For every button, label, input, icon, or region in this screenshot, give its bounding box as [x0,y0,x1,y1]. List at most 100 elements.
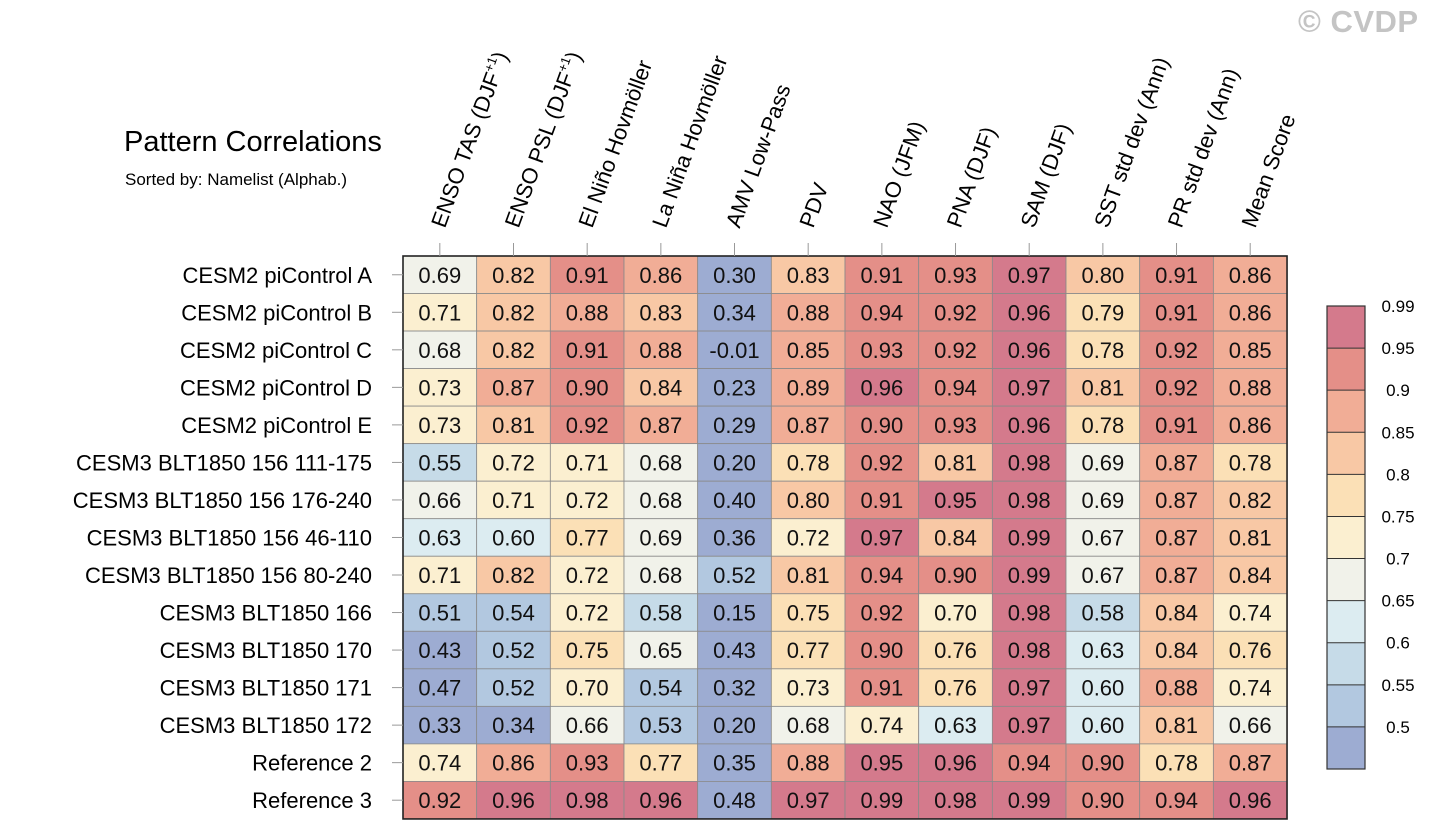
heatmap-cell [991,518,1067,557]
cell-value-label: 0.30 [713,263,756,288]
cell-value-label: 0.33 [418,713,461,738]
cell-value-label: 0.60 [492,525,535,550]
row-label: Reference 3 [252,788,372,813]
cell-value-label: 0.97 [1008,263,1051,288]
cell-value-label: 0.96 [860,375,903,400]
cell-value-label: 0.72 [787,525,830,550]
cell-value-label: 0.81 [1155,713,1198,738]
cell-value-label: 0.86 [1229,300,1272,325]
cell-value-label: 0.72 [566,563,609,588]
heatmap-cell [697,705,772,745]
heatmap-cell [1065,480,1141,520]
colorbar-tick-label: 0.7 [1386,550,1410,569]
heatmap-cell [991,443,1067,482]
heatmap-cell [770,518,846,557]
colorbar-swatch [1327,726,1365,769]
heatmap-cell [1212,668,1288,707]
column-label: PR std dev (Ann) [1163,65,1244,231]
cell-value-label: 0.29 [713,413,756,438]
cell-value-label: 0.73 [418,375,461,400]
cell-value-label: 0.87 [492,375,535,400]
heatmap-cell [844,743,920,782]
cell-value-label: 0.86 [1229,413,1272,438]
cell-value-label: 0.66 [418,488,461,513]
cell-value-label: 0.90 [566,375,609,400]
heatmap-cell [549,593,625,632]
heatmap-cell [1139,668,1214,707]
cell-value-label: 0.52 [492,676,535,701]
row-label: CESM2 piControl E [181,413,372,438]
cell-value-label: 0.83 [787,263,830,288]
cell-value-label: 0.66 [1229,713,1272,738]
heatmap-cell [844,705,920,745]
cell-value-label: 0.54 [492,601,535,626]
colorbar-tick-label: 0.9 [1386,381,1410,400]
cell-value-label: 0.91 [860,676,903,701]
colorbar-swatch [1327,432,1365,475]
cell-value-label: 0.68 [639,488,682,513]
cell-value-label: 0.40 [713,488,756,513]
heatmap-cell [918,668,993,707]
cell-value-label: 0.77 [787,638,830,663]
heatmap-cell [697,555,772,595]
cell-value-label: 0.55 [418,450,461,475]
heatmap-cell [402,781,478,820]
row-label: CESM2 piControl A [182,263,372,288]
cell-value-label: 0.88 [566,300,609,325]
cell-value-label: 0.81 [934,450,977,475]
cell-value-label: 0.92 [1155,338,1198,363]
cell-value-label: 0.20 [713,450,756,475]
cell-value-label: 0.96 [639,788,682,813]
heatmap-cell [844,368,920,407]
cell-value-label: 0.34 [713,300,756,325]
heatmap-cell [402,293,478,332]
heatmap-cell [918,743,993,782]
cell-value-label: 0.78 [1081,338,1124,363]
cell-value-label: 0.92 [566,413,609,438]
heatmap-cell [1065,593,1141,632]
cell-value-label: 0.97 [1008,713,1051,738]
cell-value-label: 0.72 [566,601,609,626]
column-label: AMV Low-Pass [721,81,796,231]
cell-value-label: 0.69 [1081,488,1124,513]
cell-value-label: 0.73 [787,676,830,701]
heatmap-cell [770,480,846,520]
row-label: CESM3 BLT1850 156 80-240 [85,563,372,588]
colorbar-frame [1326,305,1366,770]
cell-value-label: 0.15 [713,601,756,626]
heatmap-cell [623,743,699,782]
cell-value-label: 0.67 [1081,563,1124,588]
cell-value-label: 0.92 [934,338,977,363]
heatmap-cell [844,293,920,332]
cell-value-label: 0.74 [418,751,461,776]
heatmap-cell [991,705,1067,745]
cell-value-label: 0.96 [934,751,977,776]
cell-value-label: 0.23 [713,375,756,400]
row-label: CESM2 piControl C [180,338,372,363]
heatmap-cell [402,368,478,407]
heatmap-cell [918,255,993,294]
cell-value-label: 0.94 [860,563,903,588]
cell-value-label: 0.65 [639,638,682,663]
cell-value-label: 0.84 [639,375,682,400]
cell-value-label: 0.91 [566,338,609,363]
cell-value-label: 0.81 [492,413,535,438]
cell-value-label: 0.86 [492,751,535,776]
heatmap-cell [918,630,993,670]
cell-value-label: 0.78 [1155,751,1198,776]
cell-value-label: 0.88 [787,751,830,776]
cell-value-label: 0.91 [1155,300,1198,325]
cell-value-label: 0.20 [713,713,756,738]
cell-value-label: 0.82 [492,338,535,363]
colorbar-swatch [1327,474,1365,517]
cell-value-label: 0.74 [860,713,903,738]
cell-value-label: 0.90 [860,413,903,438]
heatmap-cell [549,743,625,782]
heatmap-cell [623,330,699,369]
cell-value-label: 0.87 [787,413,830,438]
row-label: CESM3 BLT1850 156 176-240 [73,488,372,513]
cell-value-label: 0.99 [1008,525,1051,550]
heatmap-cell [476,743,551,782]
row-label: CESM3 BLT1850 156 46-110 [87,525,372,550]
column-label: SST std dev (Ann) [1089,54,1174,231]
